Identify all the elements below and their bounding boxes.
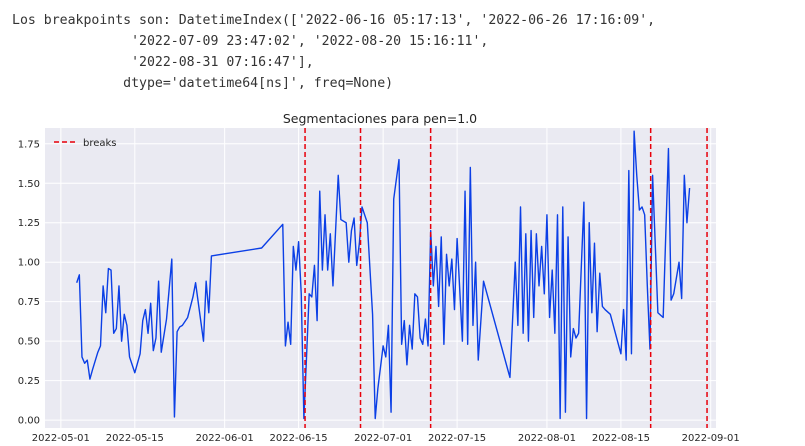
output-line: dtype='datetime64[ns]', freq=None): [12, 76, 394, 91]
plot-background: [45, 128, 716, 428]
output-line: '2022-07-09 23:47:02', '2022-08-20 15:16…: [12, 34, 489, 49]
output-line: Los breakpoints son: DatetimeIndex(['202…: [12, 13, 656, 28]
output-line: '2022-08-31 07:16:47'],: [12, 55, 314, 70]
x-tick-labels: 2022-05-01 2022-05-15 2022-06-01 2022-06-15…: [32, 433, 740, 444]
y-tick-label: 1.25: [18, 218, 40, 229]
legend: breaks: [54, 138, 117, 149]
x-tick-label: 2022-07-15: [428, 433, 486, 444]
breakpoints-group: [304, 128, 708, 428]
y-tick-label: 0.00: [18, 416, 40, 427]
y-tick-label: 1.50: [18, 179, 40, 190]
x-tick-label: 2022-08-15: [592, 433, 650, 444]
x-tick-label: 2022-06-01: [196, 433, 254, 444]
y-tick-label: 0.50: [18, 337, 40, 348]
series-group: [76, 130, 691, 420]
legend-breaks-label: breaks: [83, 138, 117, 149]
grid: [45, 128, 716, 428]
y-tick-label: 1.75: [18, 139, 40, 150]
chart-title: Segmentaciones para pen=1.0: [283, 111, 477, 126]
breakpoints-output: Los breakpoints son: DatetimeIndex(['202…: [12, 10, 655, 94]
y-tick-labels: 0.00 0.25 0.50 0.75 1.00 1.25 1.50 1.75: [18, 139, 40, 426]
y-tick-label: 1.00: [18, 258, 40, 269]
y-tick-label: 0.25: [18, 376, 40, 387]
x-tick-label: 2022-05-01: [32, 433, 90, 444]
y-tick-label: 0.75: [18, 297, 40, 308]
series-line: [76, 130, 691, 420]
x-tick-label: 2022-09-01: [682, 433, 740, 444]
x-tick-label: 2022-06-15: [270, 433, 328, 444]
x-tick-label: 2022-05-15: [106, 433, 164, 444]
x-tick-label: 2022-08-01: [518, 433, 576, 444]
x-tick-label: 2022-07-01: [354, 433, 412, 444]
